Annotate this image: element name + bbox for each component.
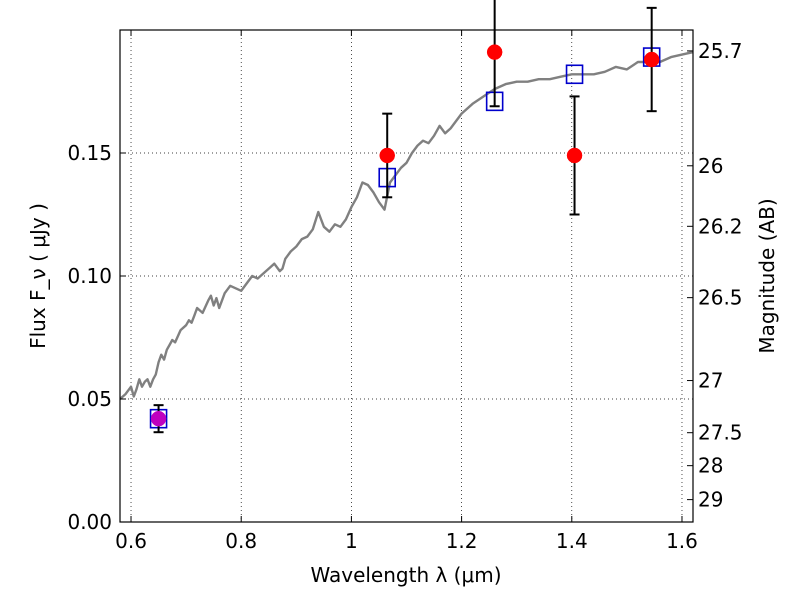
x-tick-label: 1.4	[556, 529, 588, 553]
y-tick-label: 0.15	[67, 141, 112, 165]
x-tick-label: 1.2	[446, 529, 478, 553]
observed-point	[150, 410, 167, 427]
mag-tick-label: 25.7	[698, 39, 743, 63]
mag-tick-label: 26	[698, 154, 723, 178]
mag-tick-label: 27.5	[698, 421, 743, 445]
y-right-axis-title: Magnitude (AB)	[755, 198, 779, 353]
y-axis-title: Flux F_ν ( μJy )	[26, 203, 50, 349]
y-tick-label: 0.05	[67, 387, 112, 411]
mag-tick-label: 29	[698, 488, 723, 512]
observed-point	[643, 51, 660, 68]
model-square-marker	[565, 64, 584, 85]
x-tick-label: 1.6	[666, 529, 698, 553]
error-bars	[149, 0, 661, 434]
grid	[120, 30, 693, 523]
y-tick-label: 0.00	[67, 510, 112, 534]
spectrum-line	[120, 50, 693, 400]
axes: 0.6 0.8 1 1.2 1.4 1.6 0.00 0.05 0.10 0.15 25.7 26 26…	[67, 30, 743, 553]
observed-point	[566, 147, 583, 164]
x-tick-label: 1	[345, 529, 358, 553]
mag-tick-label: 28	[698, 454, 723, 478]
mag-tick-label: 26.2	[698, 214, 743, 238]
plot-area	[120, 50, 693, 400]
x-tick-label: 0.6	[115, 529, 147, 553]
x-axis-title: Wavelength λ (μm)	[310, 563, 501, 587]
x-tick-label: 0.8	[225, 529, 257, 553]
mag-tick-label: 26.5	[698, 286, 743, 310]
observed-point	[379, 147, 395, 164]
mag-tick-label: 27	[698, 369, 723, 393]
observed-point	[486, 44, 503, 60]
plot-frame	[119, 29, 694, 523]
y-tick-label: 0.10	[67, 264, 112, 288]
